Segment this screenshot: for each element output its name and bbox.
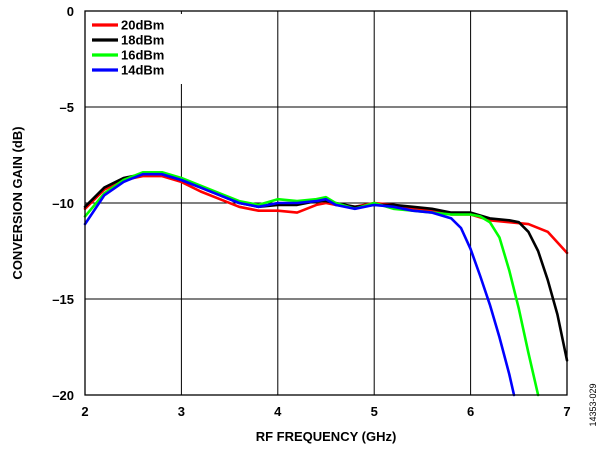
y-axis-title: CONVERSION GAIN (dB) [10,126,25,279]
series-line-20dBm [83,174,569,255]
series-line-14dBm [83,172,516,397]
tick-labels: 2 3 4 5 6 7 0 –5 –10 –15 –20 [52,4,570,419]
legend-label-14dBm: 14dBm [121,63,164,78]
y-tick-label-0: 0 [67,4,74,19]
y-tick-label-2: –10 [52,196,74,211]
x-tick-label-0: 2 [81,404,88,419]
series-line-18dBm [83,172,569,362]
x-tick-label-3: 5 [371,404,378,419]
series-lines [83,171,569,397]
legend-label-20dBm: 20dBm [121,18,164,33]
legend-label-18dBm: 18dBm [121,33,164,48]
series-line-16dBm [83,171,540,397]
y-tick-label-1: –5 [60,100,74,115]
y-tick-label-3: –15 [52,292,74,307]
plot-frame [84,10,568,396]
x-tick-label-5: 7 [563,404,570,419]
x-tick-label-4: 6 [467,404,474,419]
x-axis-title: RF FREQUENCY (GHz) [256,429,397,444]
y-tick-label-4: –20 [52,388,74,403]
x-tick-label-2: 4 [274,404,282,419]
legend-label-16dBm: 16dBm [121,48,164,63]
figure-id-label: 14353-029 [588,383,598,426]
x-tick-label-1: 3 [178,404,185,419]
